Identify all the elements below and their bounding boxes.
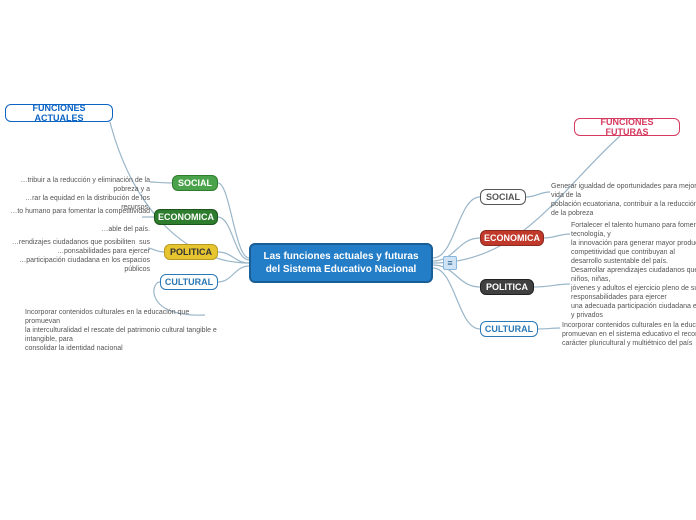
left-politica[interactable]: POLITICA [164, 244, 218, 260]
left-economica-desc: …to humano para fomentar la competitivid… [0, 207, 150, 234]
right-politica-desc: Desarrollar aprendizajes ciudadanos que … [571, 266, 696, 321]
right-social-desc: Generar igualdad de oportunidades para m… [551, 182, 696, 218]
left-cultural-desc: Incorporar contenidos culturales en la e… [25, 308, 235, 353]
left-cultural[interactable]: CULTURAL [160, 274, 218, 290]
tag-actuales[interactable]: FUNCIONES ACTUALES [5, 104, 113, 122]
right-economica[interactable]: ECONOMICA [480, 230, 544, 246]
toggle-icon[interactable]: ≡ [443, 256, 457, 270]
left-economica[interactable]: ECONOMICA [154, 209, 218, 225]
tag-futuras[interactable]: FUNCIONES FUTURAS [574, 118, 680, 136]
right-cultural-desc: Incorporar contenidos culturales en la e… [562, 321, 696, 348]
left-politica-desc: …rendizajes ciudadanos que posibiliten s… [0, 238, 150, 274]
right-politica[interactable]: POLITICA [480, 279, 534, 295]
center-node[interactable]: Las funciones actuales y futuras del Sis… [249, 243, 433, 283]
right-social[interactable]: SOCIAL [480, 189, 526, 205]
left-social[interactable]: SOCIAL [172, 175, 218, 191]
right-cultural[interactable]: CULTURAL [480, 321, 538, 337]
right-economica-desc: Fortalecer el talento humano para foment… [571, 221, 696, 266]
